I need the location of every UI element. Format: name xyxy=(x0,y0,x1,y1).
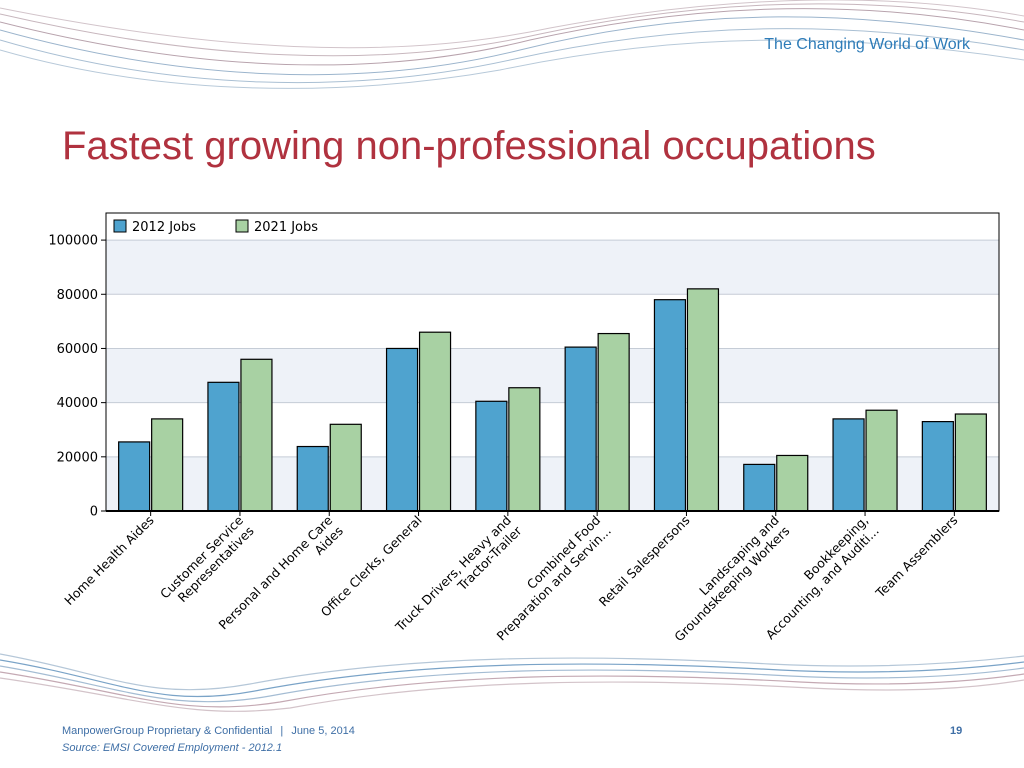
y-tick-label: 40000 xyxy=(57,396,98,411)
bar-2012 xyxy=(296,445,329,512)
bar-2012 xyxy=(921,421,954,512)
bar-2021 xyxy=(597,332,630,512)
bar-2021 xyxy=(418,331,452,512)
legend-label-2012: 2012 Jobs xyxy=(132,220,196,235)
x-tick-label: Team Assemblers xyxy=(872,513,961,602)
bar-2012 xyxy=(564,346,597,512)
bar-2021 xyxy=(865,409,898,512)
footer-separator: | xyxy=(280,725,284,737)
y-tick-label: 20000 xyxy=(57,450,98,465)
grid-band xyxy=(106,240,999,295)
x-tick-label: Retail Salespersons xyxy=(596,513,693,610)
legend-swatch-2021 xyxy=(235,219,249,233)
legend-swatch-2012 xyxy=(113,219,127,233)
x-tick-label: Home Health Aides xyxy=(61,513,157,609)
bottom-wave-decoration xyxy=(0,653,1024,712)
bar-2012 xyxy=(743,463,776,512)
source-note: Source: EMSI Covered Employment - 2012.1 xyxy=(62,742,283,754)
bar-2021 xyxy=(508,387,541,512)
y-tick-label: 0 xyxy=(90,505,98,520)
y-tick-label: 60000 xyxy=(57,342,98,357)
bar-chart: 0 20000 40000 60000 80000 100000 Home Health A… xyxy=(48,212,1000,644)
y-tick-label: 100000 xyxy=(48,234,98,249)
grid-band xyxy=(106,456,999,511)
bar-2012 xyxy=(653,299,687,512)
page-title: Fastest growing non-professional occupat… xyxy=(62,124,876,168)
footer-date: June 5, 2014 xyxy=(291,725,355,737)
page-number: 19 xyxy=(950,725,963,737)
bar-2012 xyxy=(475,400,508,512)
bar-2021 xyxy=(240,358,273,512)
bar-2021 xyxy=(954,413,987,512)
top-wave-decoration xyxy=(0,0,1024,89)
y-tick-label: 80000 xyxy=(57,288,98,303)
bar-2012 xyxy=(832,418,865,512)
footer-company: ManpowerGroup Proprietary & Confidential xyxy=(62,725,273,737)
bar-2021 xyxy=(329,423,362,512)
footer-text: ManpowerGroup Proprietary & Confidential… xyxy=(62,725,355,737)
header-tagline: The Changing World of Work xyxy=(764,36,970,53)
bar-2012 xyxy=(118,441,151,512)
grid-band xyxy=(106,348,999,403)
bar-2021 xyxy=(151,418,184,512)
bar-2021 xyxy=(776,454,809,512)
legend-label-2021: 2021 Jobs xyxy=(254,220,318,235)
bar-2021 xyxy=(686,288,720,512)
bar-2012 xyxy=(385,347,419,512)
bar-2012 xyxy=(207,381,240,512)
